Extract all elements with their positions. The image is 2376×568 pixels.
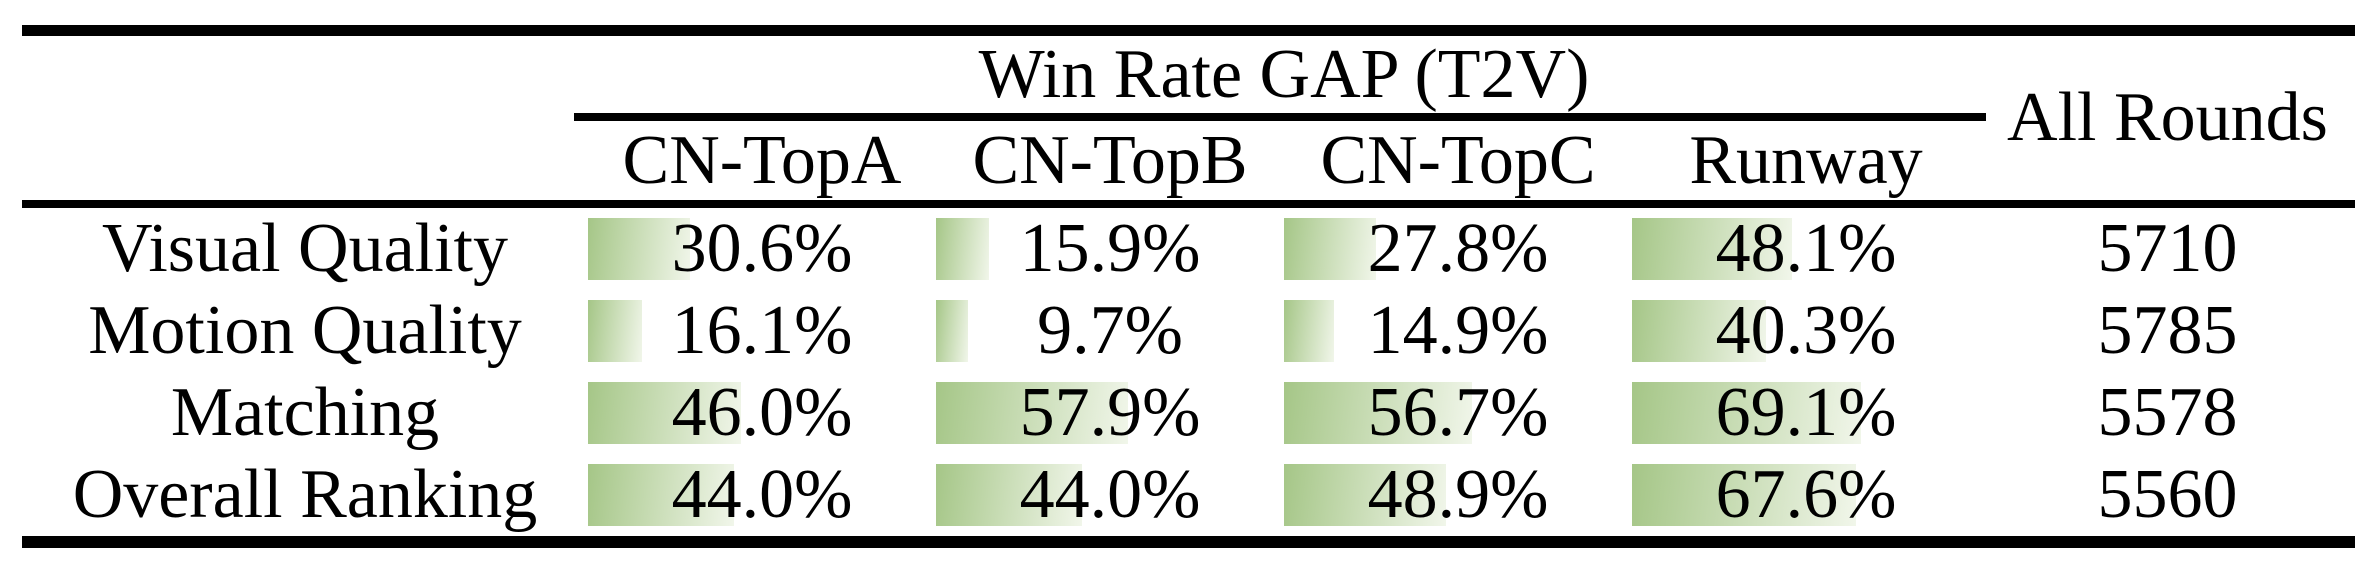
win-rate-cell: 27.8% (1284, 208, 1632, 290)
win-rate-cell: 67.6% (1632, 454, 1980, 536)
table-top-rule (22, 25, 2355, 36)
win-rate-bar (1632, 218, 1792, 280)
win-rate-bar (1632, 300, 1766, 362)
win-rate-value: 40.3% (1715, 292, 1897, 369)
table-header-rule (22, 200, 2355, 208)
win-rate-value: 46.0% (671, 374, 853, 451)
win-rate-value: 44.0% (671, 456, 853, 533)
win-rate-bar (936, 218, 989, 280)
win-rate-bar (1632, 464, 1857, 526)
row-label: Overall Ranking (72, 456, 538, 533)
win-rate-bar (588, 300, 642, 362)
all-rounds-value: 5785 (2097, 292, 2238, 369)
row-label: Visual Quality (101, 210, 509, 287)
win-rate-bar (936, 382, 1129, 444)
win-rate-value: 16.1% (671, 292, 853, 369)
all-rounds-value: 5710 (2097, 210, 2238, 287)
win-rate-cell: 30.6% (588, 208, 936, 290)
win-rate-bar (588, 218, 690, 280)
win-rate-cell: 9.7% (936, 290, 1284, 372)
win-rate-value: 48.1% (1715, 210, 1897, 287)
win-rate-value: 44.0% (1019, 456, 1201, 533)
win-rate-cell: 46.0% (588, 372, 936, 454)
win-rate-table: Win Rate GAP (T2V) CN-TopA CN-TopB CN-To… (22, 25, 2355, 548)
win-rate-value: 27.8% (1367, 210, 1549, 287)
win-rate-cell: 48.9% (1284, 454, 1632, 536)
table-bottom-rule (22, 536, 2355, 548)
win-rate-cell: 69.1% (1632, 372, 1980, 454)
win-rate-value: 30.6% (671, 210, 853, 287)
group-header-win-rate-gap: Win Rate GAP (T2V) (978, 35, 1590, 113)
column-header-cn-topc: CN-TopC (1320, 121, 1596, 199)
win-rate-cell: 44.0% (936, 454, 1284, 536)
win-rate-cell: 48.1% (1632, 208, 1980, 290)
win-rate-value: 69.1% (1715, 374, 1897, 451)
win-rate-cell: 15.9% (936, 208, 1284, 290)
win-rate-bar (588, 382, 741, 444)
win-rate-bar (1284, 464, 1447, 526)
win-rate-value: 67.6% (1715, 456, 1897, 533)
win-rate-cell: 57.9% (936, 372, 1284, 454)
win-rate-bar (936, 300, 969, 362)
column-header-cn-topa: CN-TopA (622, 121, 902, 199)
win-rate-cell: 14.9% (1284, 290, 1632, 372)
win-rate-value: 15.9% (1019, 210, 1201, 287)
group-header-underline-rule (574, 113, 1986, 121)
win-rate-value: 9.7% (1037, 292, 1183, 369)
win-rate-cell: 40.3% (1632, 290, 1980, 372)
win-rate-bar (1284, 382, 1473, 444)
table-body: Visual Quality 30.6% 15.9% 27.8% 48.1% (22, 208, 2355, 536)
win-rate-bar (1284, 218, 1377, 280)
win-rate-value: 14.9% (1367, 292, 1549, 369)
column-header-runway: Runway (1689, 121, 1923, 199)
table-row-overall-ranking: Overall Ranking 44.0% 44.0% 48.9% 67.6% (22, 454, 2355, 536)
table-row-visual-quality: Visual Quality 30.6% 15.9% 27.8% 48.1% (22, 208, 2355, 290)
table-row-motion-quality: Motion Quality 16.1% 9.7% 14.9% 40.3% (22, 290, 2355, 372)
win-rate-value: 56.7% (1367, 374, 1549, 451)
all-rounds-value: 5578 (2097, 374, 2238, 451)
row-label: Motion Quality (88, 292, 522, 369)
win-rate-cell: 56.7% (1284, 372, 1632, 454)
all-rounds-value: 5560 (2097, 456, 2238, 533)
column-header-cn-topb: CN-TopB (972, 121, 1248, 199)
column-header-all-rounds: All Rounds (2007, 79, 2328, 156)
win-rate-bar (936, 464, 1083, 526)
win-rate-value: 57.9% (1019, 374, 1201, 451)
row-label: Matching (170, 374, 440, 451)
win-rate-bar (588, 464, 735, 526)
win-rate-cell: 44.0% (588, 454, 936, 536)
column-headers: CN-TopA CN-TopB CN-TopC Runway (588, 121, 1980, 200)
table-row-matching: Matching 46.0% 57.9% 56.7% 69.1% 557 (22, 372, 2355, 454)
win-rate-cell: 16.1% (588, 290, 936, 372)
win-rate-bar (1284, 300, 1334, 362)
table-header: Win Rate GAP (T2V) CN-TopA CN-TopB CN-To… (22, 36, 2355, 200)
win-rate-value: 48.9% (1367, 456, 1549, 533)
win-rate-bar (1632, 382, 1862, 444)
